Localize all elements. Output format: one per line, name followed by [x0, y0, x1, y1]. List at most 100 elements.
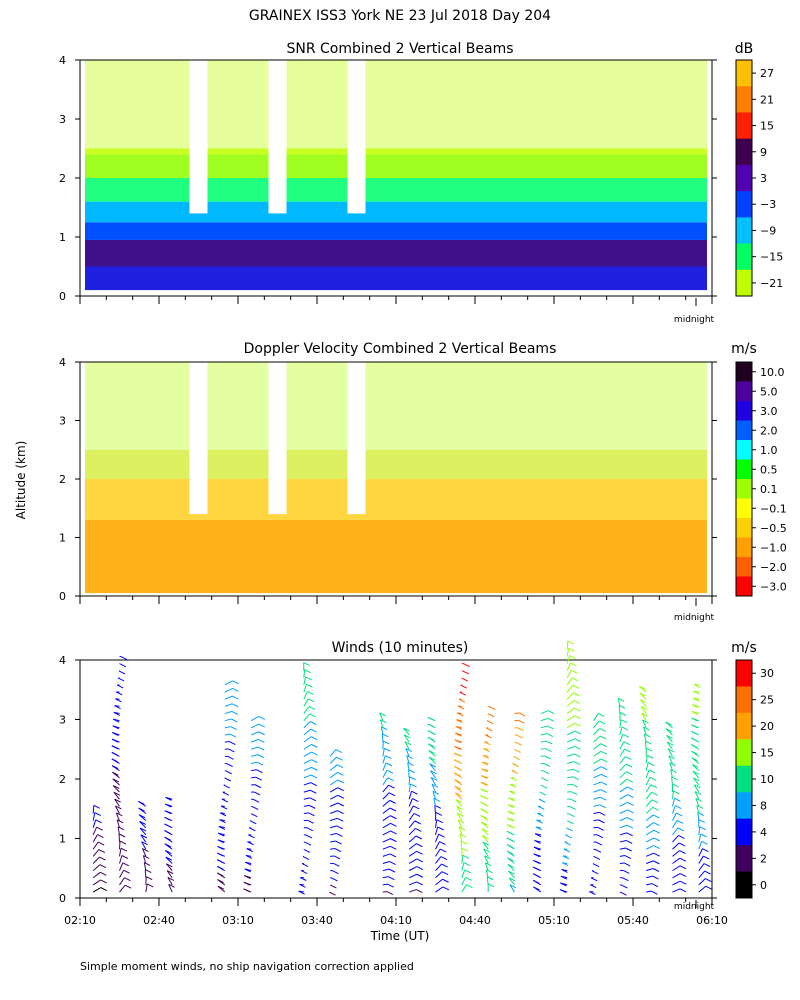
wind-barb	[435, 848, 441, 857]
wind-barb	[92, 819, 97, 828]
wind-barb-flag	[431, 783, 439, 788]
wind-barb-flag	[217, 879, 224, 884]
wind-barb-flag	[119, 840, 127, 845]
wind-barb-flag	[301, 863, 309, 868]
wind-barb-flag	[676, 812, 683, 817]
wind-barb-flag	[567, 640, 574, 645]
panel-2-y-tick-label: 0	[59, 590, 66, 603]
wind-barb-flag	[111, 751, 119, 756]
snr-panel-title: SNR Combined 2 Vertical Beams	[286, 41, 513, 57]
wind-barb	[329, 771, 338, 779]
wind-barb-flag	[224, 777, 231, 782]
wind-barb-flag	[692, 697, 700, 702]
wind-barb-flag	[600, 796, 607, 801]
wind-barb	[403, 734, 410, 743]
wind-barb-flag	[600, 766, 608, 771]
wind-barb-flag	[542, 770, 550, 775]
wind-barb-flag	[310, 736, 318, 741]
wind-barb	[92, 841, 99, 850]
wind-barb	[566, 655, 571, 664]
colorbar-1-swatch	[736, 86, 752, 113]
wind-barb-flag	[455, 726, 463, 730]
wind-barb-flag	[514, 749, 521, 753]
wind-barb	[693, 777, 700, 786]
wind-barb-flag	[121, 855, 129, 859]
wind-barb-flag	[600, 789, 607, 794]
wind-barb	[303, 728, 312, 736]
snr-sparse-upper	[85, 60, 707, 149]
wind-barb	[382, 762, 387, 771]
wind-barb	[408, 835, 417, 843]
wind-barb-flag	[649, 776, 657, 781]
wind-barb-flag	[164, 816, 171, 821]
panel-3-frame	[79, 659, 713, 899]
wind-barb	[329, 787, 339, 793]
wind-barb	[646, 868, 654, 872]
wind-barb-flag	[589, 891, 596, 896]
colorbar-1-swatch	[736, 243, 752, 271]
wind-barb-flag	[600, 773, 608, 778]
wind-barb	[142, 855, 147, 864]
wind-barb-flag	[256, 769, 263, 774]
wind-barb-flag	[299, 883, 306, 888]
wind-barb-flag	[308, 812, 315, 817]
wind-barb-flag	[694, 791, 702, 796]
wind-barb-flag	[251, 806, 259, 810]
wind-barb-flag	[599, 735, 607, 740]
wind-barb	[644, 741, 647, 750]
wind-barb	[645, 814, 654, 822]
panel-3-y-tick-label: 0	[59, 892, 66, 905]
wind-barb-flag	[571, 791, 578, 796]
wind-barb	[92, 812, 96, 821]
wind-barb-flag	[703, 855, 710, 860]
wind-barb-flag	[642, 719, 649, 724]
wind-barb	[224, 695, 233, 700]
wind-barb-flag	[146, 883, 154, 888]
wind-barb	[619, 809, 628, 814]
wind-barb-flag	[335, 749, 343, 754]
wind-barb-flag	[218, 832, 225, 837]
wind-barb-flag	[333, 855, 341, 860]
wind-barb-flag	[482, 761, 489, 766]
wind-barb-flag	[506, 844, 514, 848]
wind-barb-flag	[626, 824, 634, 829]
wind-barb-flag	[546, 740, 553, 745]
panel-2-y-tick-label: 4	[59, 356, 66, 369]
wind-barb-flag	[598, 712, 605, 717]
wind-barb	[566, 722, 576, 729]
wind-barb	[566, 662, 571, 671]
wind-barb	[645, 769, 650, 778]
wind-barb-flag	[336, 833, 343, 837]
wind-barb-flag	[435, 812, 442, 816]
wind-barb	[329, 764, 338, 772]
wind-barb-flag	[592, 863, 600, 868]
wind-barb-flag	[648, 762, 655, 767]
wind-barb-flag	[457, 705, 465, 710]
wind-barb-flag	[304, 669, 311, 674]
wind-barb-flag	[337, 787, 345, 792]
wind-barb	[484, 862, 489, 871]
wind-barb-flag	[506, 817, 514, 822]
panel-3-y-tick-label: 2	[59, 773, 66, 786]
wind-barb-flag	[512, 763, 519, 768]
wind-barb-flag	[243, 875, 251, 880]
colorbar-2-tick-label: 1.0	[760, 444, 778, 457]
wind-barb	[330, 848, 336, 850]
wind-barb-flag	[336, 764, 344, 769]
colorbar-3-swatch	[736, 660, 752, 687]
wind-barb	[434, 805, 436, 814]
wind-barb-flag	[461, 677, 468, 682]
wind-barb-flag	[691, 744, 698, 748]
wind-barb-flag	[117, 677, 125, 682]
wind-barb	[566, 700, 575, 707]
wind-barb	[646, 883, 653, 886]
wind-barb-flag	[546, 733, 554, 737]
wind-barb-flag	[303, 662, 310, 666]
wind-barb	[619, 862, 625, 864]
wind-barb	[645, 822, 654, 829]
wind-barb-flag	[216, 859, 224, 864]
panel-3-y-tick-label: 3	[59, 714, 66, 727]
wind-barb	[382, 838, 391, 843]
wind-barb	[92, 826, 98, 836]
wind-barb-flag	[308, 705, 316, 710]
